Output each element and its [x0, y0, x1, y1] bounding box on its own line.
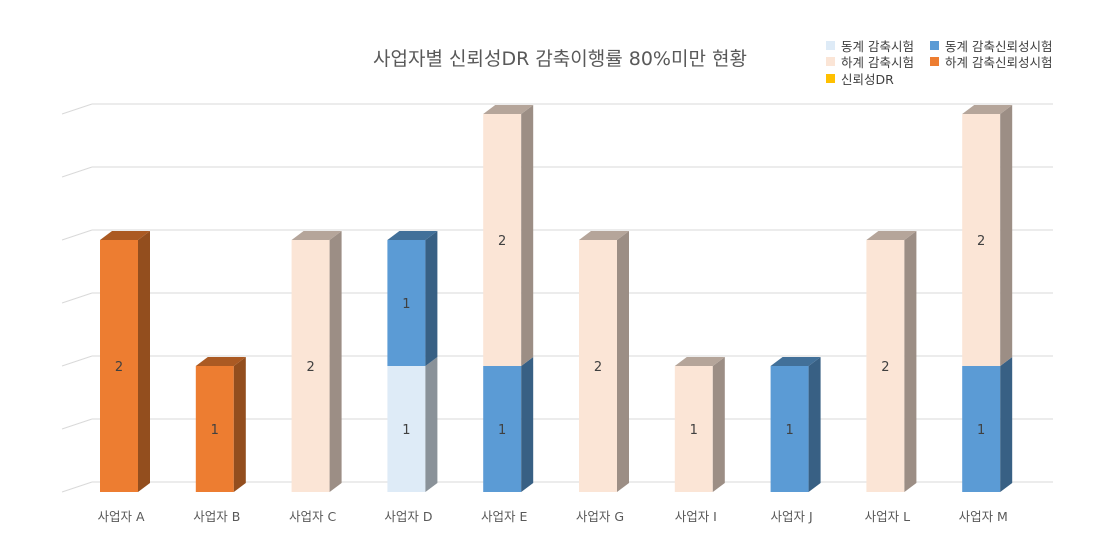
bar-segment — [100, 240, 138, 492]
bar-segment — [962, 366, 1001, 492]
bar-segment — [195, 366, 234, 492]
bar-segment — [291, 240, 330, 492]
gridline-diagonal — [61, 481, 93, 493]
bar-segment — [962, 114, 1001, 366]
bar-segment-side — [521, 105, 534, 366]
legend-swatch — [826, 57, 835, 66]
x-tick-label: 사업자 B — [193, 509, 240, 524]
legend-item-winter-test: 동계 감축시험 — [826, 36, 914, 55]
bar-segment-top — [291, 231, 342, 240]
chart-title: 사업자별 신뢰성DR 감축이행률 80%미만 현황 — [373, 48, 747, 70]
data-label: 1 — [211, 423, 219, 438]
legend-item-winter-reliability-test: 동계 감축신뢰성시험 — [930, 36, 1052, 55]
bar-segment — [579, 240, 617, 492]
bar-segment-top — [962, 105, 1013, 114]
gridline-diagonal — [61, 103, 93, 115]
legend-label: 동계 감축신뢰성시험 — [945, 39, 1053, 54]
legend-item-reliability-dr: 신뢰성DR — [826, 69, 894, 88]
bar-segment — [770, 366, 809, 492]
legend-swatch — [826, 74, 835, 83]
gridline-diagonal — [61, 166, 93, 178]
gridline-diagonal — [61, 355, 93, 367]
legend-swatch — [930, 57, 939, 66]
legend-swatch — [930, 41, 939, 50]
bar-segment-side — [138, 231, 150, 492]
bar-segment-side — [425, 231, 438, 366]
legend-item-summer-reliability-test: 하계 감축신뢰성시험 — [930, 52, 1052, 71]
data-label: 2 — [977, 234, 985, 249]
bar-segment-side — [521, 357, 534, 492]
legend-swatch — [826, 41, 835, 50]
bar-segment-top — [100, 231, 150, 240]
x-tick-label: 사업자 G — [576, 509, 624, 524]
data-label: 2 — [881, 360, 889, 375]
data-label: 2 — [306, 360, 314, 375]
gridline-diagonal — [61, 229, 93, 241]
bar-segment-side — [1000, 357, 1013, 492]
x-tick-label: 사업자 M — [959, 509, 1008, 524]
bar-segment-top — [866, 231, 917, 240]
bar-segment-side — [712, 357, 725, 492]
bar-segment — [387, 240, 426, 366]
x-tick-label: 사업자 C — [289, 509, 336, 524]
legend-label: 하계 감축시험 — [841, 55, 914, 70]
bar-segment — [866, 240, 905, 492]
gridline-diagonal — [61, 418, 93, 430]
bar-segment-side — [808, 357, 821, 492]
x-tick-label: 사업자 L — [865, 509, 910, 524]
data-label: 1 — [498, 423, 506, 438]
bar-segment-top — [674, 357, 725, 366]
data-label: 1 — [977, 423, 985, 438]
bar-segment-top — [770, 357, 821, 366]
bar-segment-top — [195, 357, 246, 366]
bar-segment-side — [233, 357, 246, 492]
legend-item-summer-test: 하계 감축시험 — [826, 52, 914, 71]
data-label: 2 — [115, 360, 123, 375]
bar-segment-side — [329, 231, 342, 492]
x-tick-label: 사업자 I — [675, 509, 717, 524]
gridline-diagonal — [61, 292, 93, 304]
legend-label: 신뢰성DR — [841, 72, 894, 87]
x-tick-label: 사업자 J — [771, 509, 813, 524]
bar-segment-top — [579, 231, 629, 240]
data-label: 1 — [402, 297, 410, 312]
legend-label: 하계 감축신뢰성시험 — [945, 55, 1053, 70]
data-label: 1 — [690, 423, 698, 438]
bar-segment-side — [617, 231, 629, 492]
bar-segment — [483, 366, 522, 492]
x-tick-label: 사업자 E — [481, 509, 527, 524]
bar-segment-top — [483, 105, 534, 114]
data-label: 1 — [785, 423, 793, 438]
data-label: 2 — [594, 360, 602, 375]
bar-segment-top — [387, 231, 438, 240]
data-label: 1 — [402, 423, 410, 438]
data-label: 2 — [498, 234, 506, 249]
bar-segment — [674, 366, 713, 492]
legend-label: 동계 감축시험 — [841, 39, 914, 54]
bar-segment-side — [425, 357, 438, 492]
bar-segment-side — [1000, 105, 1013, 366]
x-tick-label: 사업자 D — [384, 509, 432, 524]
bar-segment — [483, 114, 522, 366]
x-tick-label: 사업자 A — [97, 509, 144, 524]
bar-segment — [387, 366, 426, 492]
bar-segment-side — [904, 231, 917, 492]
